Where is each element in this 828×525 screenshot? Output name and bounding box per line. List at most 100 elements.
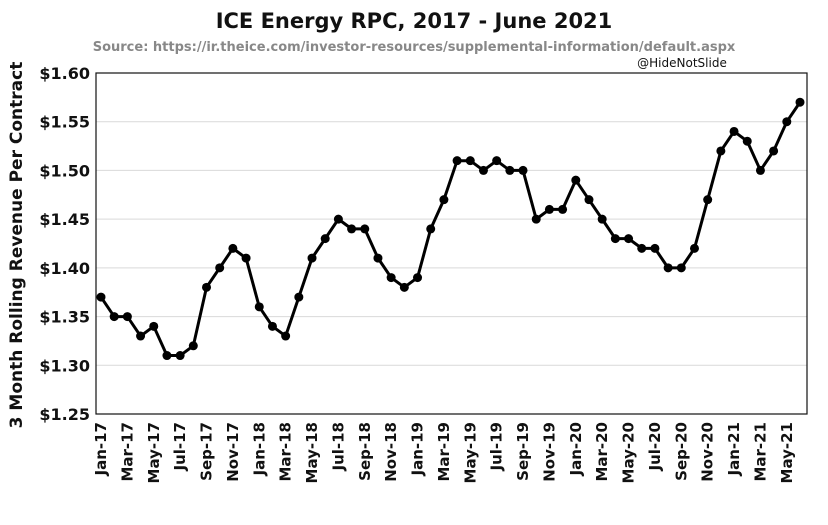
data-point (663, 263, 673, 273)
x-tick-label: Mar-21 (751, 422, 769, 482)
y-tick-label: $1.50 (39, 161, 90, 180)
data-point (716, 146, 726, 156)
x-tick-label: May-21 (778, 422, 796, 483)
x-tick-label: Jan-17 (92, 422, 110, 476)
x-tick-label: May-20 (620, 422, 638, 483)
chart-credit: @HideNotSlide (637, 56, 727, 70)
x-tick-label: Jan-18 (250, 422, 268, 476)
data-point (136, 331, 146, 341)
data-point (215, 263, 225, 273)
data-point (307, 253, 317, 263)
y-tick-label: $1.35 (39, 308, 90, 327)
x-tick-label: Jan-21 (725, 422, 743, 476)
plot-frame (95, 72, 808, 415)
data-point (202, 282, 212, 292)
series-layer (96, 97, 805, 361)
data-point (175, 351, 185, 361)
grid-layer (96, 72, 807, 415)
data-point (267, 321, 277, 331)
data-point (373, 253, 383, 263)
x-tick-label: Jul-17 (171, 422, 189, 472)
data-point (439, 195, 449, 205)
data-point (360, 224, 370, 234)
data-point (149, 321, 159, 331)
y-tick-label: $1.45 (39, 210, 90, 229)
x-tick-label: Jul-20 (646, 422, 664, 472)
data-point (386, 273, 396, 283)
data-point (241, 253, 251, 263)
x-tick-label: Jan-20 (567, 422, 585, 476)
data-point (320, 234, 330, 244)
data-point (281, 331, 291, 341)
data-point (729, 126, 739, 136)
data-point (531, 214, 541, 224)
x-tick-label: Jan-19 (409, 422, 427, 476)
data-point (294, 292, 304, 302)
x-tick-label: Sep-20 (672, 422, 690, 481)
data-point (465, 156, 475, 166)
x-tick-label: Nov-17 (224, 422, 242, 482)
data-point (426, 224, 436, 234)
data-point (518, 165, 528, 175)
x-tick-label: Mar-19 (435, 422, 453, 482)
y-tick-label: $1.30 (39, 356, 90, 375)
data-point (122, 312, 132, 322)
data-point (571, 175, 581, 185)
data-point (610, 234, 620, 244)
data-point (742, 136, 752, 146)
y-axis-label: 3 Month Rolling Revenue Per Contract (7, 62, 27, 429)
x-tick-label: Sep-18 (356, 422, 374, 481)
x-tick-label: Jul-18 (329, 422, 347, 472)
data-point (347, 224, 357, 234)
data-point (228, 243, 238, 253)
data-point (399, 282, 409, 292)
y-ticks: $1.25 $1.30 $1.35 $1.40 $1.45 $1.50 $1.55 $1.60 (39, 64, 90, 424)
x-tick-label: Jul-19 (488, 422, 506, 472)
x-tick-label: Nov-19 (540, 422, 558, 482)
data-point (478, 165, 488, 175)
y-tick-label: $1.60 (39, 64, 90, 83)
data-point (637, 243, 647, 253)
x-tick-label: May-18 (303, 422, 321, 483)
x-tick-label: Mar-20 (593, 422, 611, 482)
data-point (650, 243, 660, 253)
data-point (584, 195, 594, 205)
data-point (703, 195, 713, 205)
x-ticks: Jan-17 Mar-17 May-17 Jul-17 Sep-17 Nov-17 Jan-… (92, 422, 796, 483)
data-point (96, 292, 106, 302)
chart-title: ICE Energy RPC, 2017 - June 2021 (216, 9, 613, 33)
data-point (505, 165, 515, 175)
chart-subtitle: Source: https://ir.theice.com/investor-r… (93, 40, 736, 55)
data-point (689, 243, 699, 253)
data-point (109, 312, 119, 322)
data-point (413, 273, 423, 283)
data-point (492, 156, 502, 166)
data-point (162, 351, 172, 361)
data-point (769, 146, 779, 156)
series-line (99, 101, 802, 358)
x-tick-label: Mar-18 (277, 422, 295, 482)
x-tick-label: Sep-19 (514, 422, 532, 481)
x-tick-label: May-17 (145, 422, 163, 483)
data-point (452, 156, 462, 166)
x-tick-label: Mar-17 (118, 422, 136, 482)
x-tick-label: Nov-18 (382, 422, 400, 482)
data-point (544, 204, 554, 214)
x-tick-label: Sep-17 (198, 422, 216, 481)
data-point (597, 214, 607, 224)
x-tick-label: May-19 (461, 422, 479, 483)
data-point (676, 263, 686, 273)
data-point (254, 302, 264, 312)
y-tick-label: $1.55 (39, 113, 90, 132)
data-point (782, 117, 792, 127)
y-tick-label: $1.25 (39, 405, 90, 424)
data-point (795, 97, 805, 107)
y-tick-label: $1.40 (39, 259, 90, 278)
data-point (755, 165, 765, 175)
x-tick-label: Nov-20 (699, 422, 717, 482)
data-point (624, 234, 634, 244)
data-point (333, 214, 343, 224)
data-point (558, 204, 568, 214)
data-point (188, 341, 198, 351)
